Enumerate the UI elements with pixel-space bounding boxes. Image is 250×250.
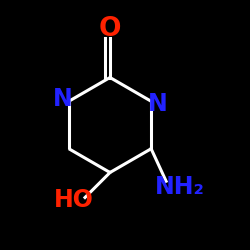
Text: O: O (99, 16, 121, 42)
Text: NH₂: NH₂ (155, 176, 205, 200)
Text: HO: HO (54, 188, 94, 212)
Text: N: N (53, 87, 72, 111)
Text: N: N (148, 92, 167, 116)
